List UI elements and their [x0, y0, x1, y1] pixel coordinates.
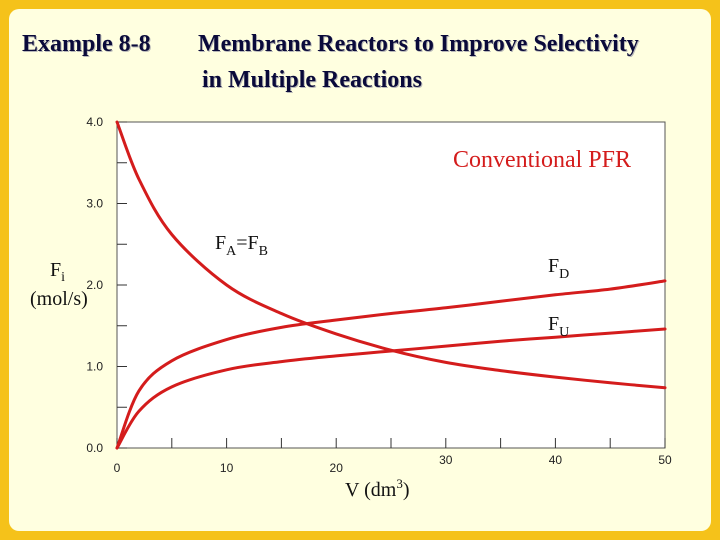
slide-title-line2: in Multiple Reactions	[202, 67, 422, 93]
series-label-fu: FU	[548, 313, 569, 340]
x-axis-label: V (dm3)	[345, 476, 409, 501]
curve-fa-fb	[115, 120, 667, 390]
x-tick-label: 40	[549, 453, 563, 467]
fu-sub: U	[559, 325, 569, 340]
xlabel-sup: 3	[396, 476, 403, 491]
y-tick-label: 4.0	[86, 115, 103, 129]
example-label: Example 8-8	[22, 31, 151, 57]
y-axis-label: Fi	[50, 259, 65, 285]
y-axis-unit: (mol/s)	[30, 288, 88, 310]
data-curves	[115, 120, 667, 450]
y-tick-label: 2.0	[86, 278, 103, 292]
annotation-conventional-pfr: Conventional PFR	[453, 147, 631, 173]
series-label-fab: FA=FB	[215, 232, 268, 259]
fu-main: F	[548, 313, 559, 335]
x-tick-label: 30	[439, 453, 453, 467]
y-tick-label: 1.0	[86, 360, 103, 374]
series-label-fd: FD	[548, 255, 569, 282]
x-tick-label: 0	[114, 461, 121, 475]
fd-sub: D	[559, 267, 569, 282]
xlabel-close: )	[403, 479, 410, 501]
ylabel-sub: i	[61, 270, 65, 285]
plot-frame	[116, 121, 666, 449]
fd-main: F	[548, 255, 559, 277]
slide-title-line1: Membrane Reactors to Improve Selectivity	[198, 31, 639, 57]
fab-sub1: A	[226, 244, 237, 259]
y-tick-label: 3.0	[86, 197, 103, 211]
fab-mid: =F	[236, 232, 258, 254]
x-tick-label: 50	[658, 453, 672, 467]
axis-ticks: 0.0 1.0 2.0 3.0 4.0 0 10 20 30 40 50	[86, 115, 672, 475]
x-tick-label: 10	[220, 461, 234, 475]
curve-fu	[115, 327, 667, 450]
xlabel-main: V (dm	[345, 479, 397, 501]
x-tick-label: 20	[330, 461, 344, 475]
curve-fd	[115, 279, 667, 450]
y-tick-label: 0.0	[86, 441, 103, 455]
fab-sub2: B	[259, 244, 268, 259]
ylabel-main: F	[50, 259, 61, 281]
fab-main: F	[215, 232, 226, 254]
